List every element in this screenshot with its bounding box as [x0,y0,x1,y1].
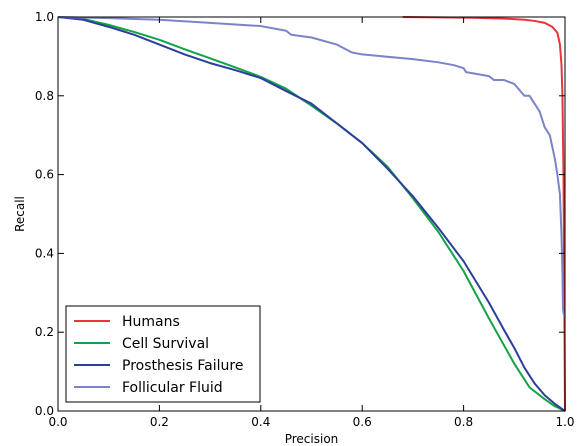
y-tick-label: 0.2 [35,325,54,339]
y-tick-label: 0.8 [35,89,54,103]
x-tick-label: 0.4 [251,415,270,429]
y-tick-label: 0.6 [35,168,54,182]
y-axis-label: Recall [13,196,27,232]
x-tick-label: 0.0 [48,415,67,429]
plot-frame [57,16,566,412]
y-tick-label: 1.0 [35,10,54,24]
x-tick-label: 0.8 [454,415,473,429]
y-tick-label: 0.0 [35,404,54,418]
legend: Humans Cell Survival Prosthesis Failure Fol… [65,305,261,403]
legend-label-3: Follicular Fluid [122,380,223,396]
x-tick-label: 0.6 [353,415,372,429]
legend-label-0: Humans [122,314,180,330]
plot-lines [57,16,566,412]
x-axis: 0.0 0.2 0.4 0.6 0.8 1.0 [48,17,575,429]
series-line-0 [402,16,566,412]
y-axis: 0.0 0.2 0.4 0.6 0.8 1.0 [35,10,565,418]
series-line-2 [57,16,566,412]
x-axis-label: Precision [285,432,339,446]
x-tick-label: 0.2 [150,415,169,429]
legend-label-1: Cell Survival [122,336,209,352]
y-tick-label: 0.4 [35,246,54,260]
legend-label-2: Prosthesis Failure [122,358,243,374]
x-tick-label: 1.0 [555,415,574,429]
series-line-3 [57,16,566,318]
